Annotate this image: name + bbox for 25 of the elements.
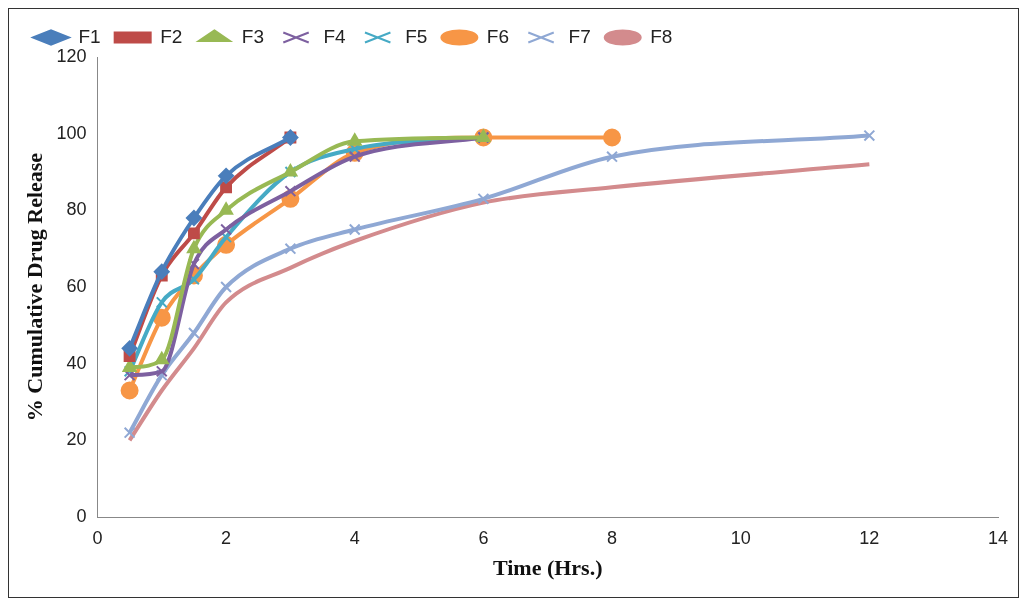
x-tick-label: 4 — [349, 527, 360, 548]
y-tick-label: 120 — [56, 45, 87, 66]
legend-label: F3 — [241, 25, 265, 47]
legend-label: F1 — [78, 25, 101, 47]
x-tick-label: 6 — [478, 527, 489, 548]
y-axis-title: % Cumulative Drug Release — [21, 152, 47, 422]
x-tick-label: 0 — [92, 527, 103, 548]
y-tick-label: 100 — [56, 122, 87, 143]
legend-label: F2 — [160, 25, 183, 47]
legend-label: F4 — [323, 25, 347, 47]
y-tick-label: 20 — [66, 429, 87, 450]
y-tick-label: 60 — [66, 275, 87, 296]
x-axis-title: Time (Hrs.) — [492, 555, 603, 581]
y-tick-label: 40 — [66, 352, 87, 373]
y-tick-label: 0 — [76, 505, 87, 526]
legend-label: F8 — [650, 25, 673, 47]
x-tick-label: 2 — [221, 527, 232, 548]
legend-label: F5 — [405, 25, 428, 47]
x-tick-label: 12 — [859, 527, 880, 548]
legend-label: F7 — [568, 25, 591, 47]
x-tick-label: 14 — [987, 527, 1009, 548]
x-tick-label: 8 — [607, 527, 618, 548]
y-tick-label: 80 — [66, 199, 87, 220]
legend-label: F6 — [486, 25, 510, 47]
x-tick-label: 10 — [730, 527, 751, 548]
